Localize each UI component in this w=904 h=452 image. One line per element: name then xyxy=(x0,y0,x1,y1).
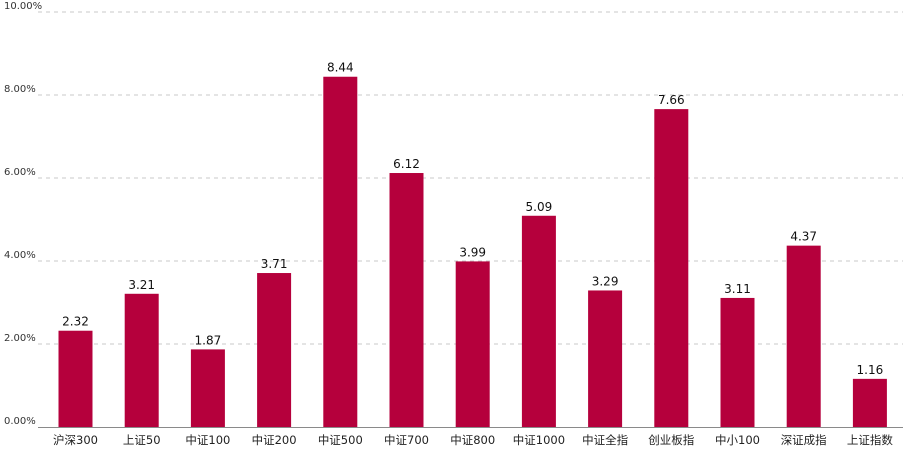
bar xyxy=(190,349,225,427)
data-label: 4.37 xyxy=(790,230,817,244)
y-tick-label: 6.00% xyxy=(4,167,36,178)
bar xyxy=(58,330,93,427)
data-label: 2.32 xyxy=(62,315,89,329)
data-label: 3.29 xyxy=(592,274,619,288)
bar xyxy=(389,173,424,427)
bar xyxy=(720,297,755,427)
bar xyxy=(455,261,490,427)
x-tick-label: 中证800 xyxy=(450,433,495,447)
x-tick-label: 中证700 xyxy=(384,433,429,447)
bar xyxy=(852,378,887,427)
bar xyxy=(654,109,689,428)
x-tick-label: 中小100 xyxy=(715,433,760,447)
x-tick-label: 中证500 xyxy=(318,433,363,447)
x-tick-label: 上证指数 xyxy=(847,433,893,447)
data-label: 3.71 xyxy=(261,257,288,271)
x-tick-label: 深证成指 xyxy=(781,433,827,447)
data-label: 3.21 xyxy=(128,278,155,292)
bar xyxy=(124,293,159,427)
x-tick-label: 中证200 xyxy=(252,433,297,447)
data-label: 7.66 xyxy=(658,93,685,107)
x-tick-label: 创业板指 xyxy=(648,433,694,447)
x-tick-label: 中证全指 xyxy=(582,433,628,447)
x-tick-label: 中证1000 xyxy=(513,433,565,447)
data-label: 3.99 xyxy=(459,245,486,259)
x-tick-label: 上证50 xyxy=(123,433,161,447)
x-tick-label: 沪深300 xyxy=(53,433,98,447)
data-label: 3.11 xyxy=(724,282,751,296)
y-tick-label: 10.00% xyxy=(4,1,42,12)
bar xyxy=(521,215,556,427)
bar xyxy=(323,76,358,428)
y-tick-label: 8.00% xyxy=(4,84,36,95)
data-label: 1.87 xyxy=(195,333,222,347)
y-tick-label: 0.00% xyxy=(4,416,36,427)
data-label: 8.44 xyxy=(327,61,354,75)
y-tick-label: 4.00% xyxy=(4,250,36,261)
data-label: 6.12 xyxy=(393,157,420,171)
bar xyxy=(257,273,292,427)
bar xyxy=(786,245,821,427)
bar xyxy=(588,290,623,427)
data-label: 1.16 xyxy=(857,363,884,377)
data-label: 5.09 xyxy=(526,200,553,214)
x-tick-label: 中证100 xyxy=(185,433,230,447)
y-tick-label: 2.00% xyxy=(4,333,36,344)
